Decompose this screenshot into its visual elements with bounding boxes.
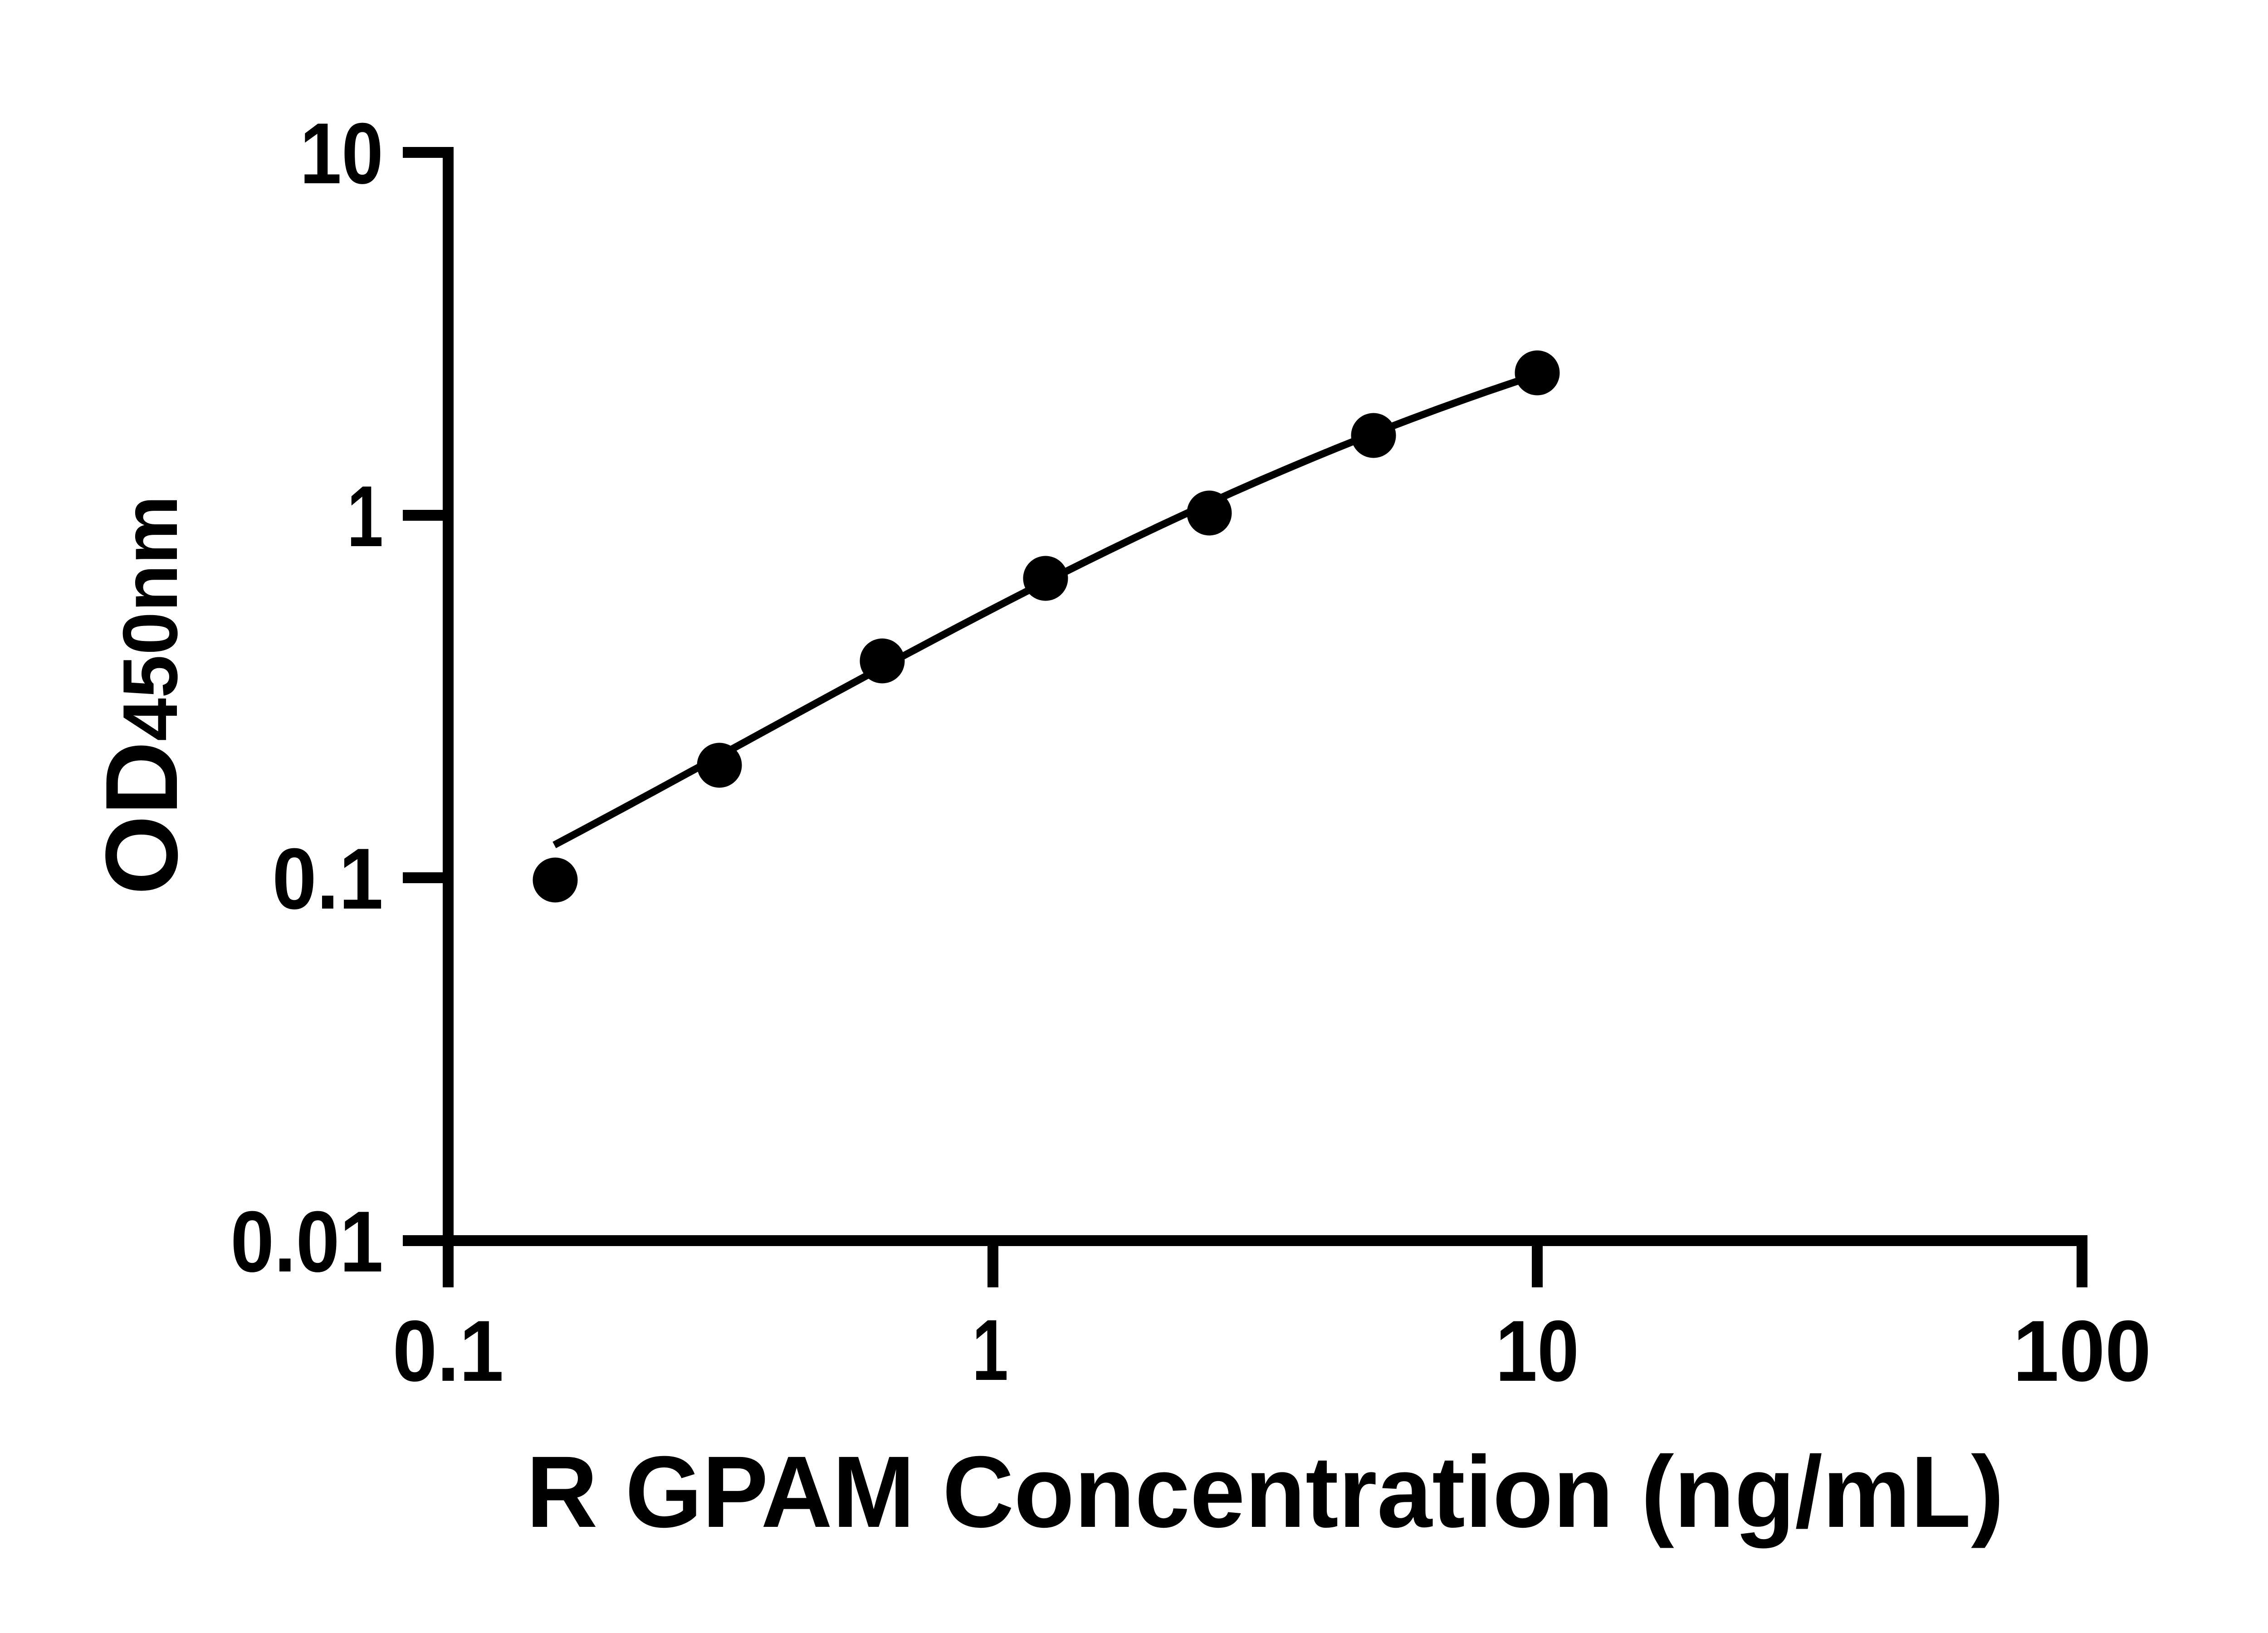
svg-text:0.01: 0.01 — [230, 1193, 383, 1290]
svg-text:0.1: 0.1 — [393, 1303, 504, 1399]
svg-text:100: 100 — [2013, 1303, 2151, 1399]
svg-text:1: 1 — [972, 1302, 1008, 1398]
svg-text:1: 1 — [347, 468, 383, 565]
svg-text:0.1: 0.1 — [272, 831, 383, 927]
svg-text:OD450nm: OD450nm — [84, 495, 199, 895]
svg-text:R GPAM Concentration (ng/mL): R GPAM Concentration (ng/mL) — [526, 1435, 2004, 1549]
svg-text:10: 10 — [300, 105, 383, 202]
svg-text:10: 10 — [1496, 1303, 1579, 1399]
